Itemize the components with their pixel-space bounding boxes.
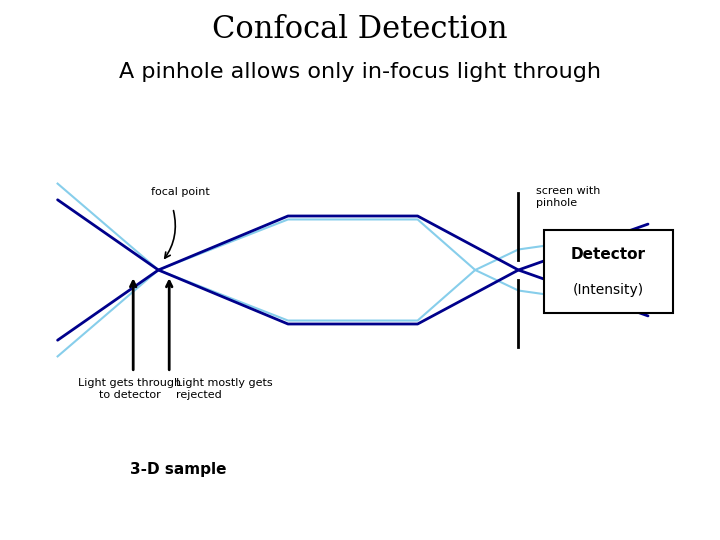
- Text: (Intensity): (Intensity): [573, 283, 644, 297]
- Text: A pinhole allows only in-focus light through: A pinhole allows only in-focus light thr…: [119, 62, 601, 82]
- Text: Detector: Detector: [571, 247, 646, 262]
- Text: screen with
pinhole: screen with pinhole: [536, 186, 600, 208]
- FancyBboxPatch shape: [544, 230, 673, 313]
- Text: Confocal Detection: Confocal Detection: [212, 14, 508, 44]
- Text: focal point: focal point: [151, 187, 210, 197]
- Text: Light mostly gets
rejected: Light mostly gets rejected: [176, 378, 273, 400]
- Text: Light gets through
to detector: Light gets through to detector: [78, 378, 181, 400]
- Text: 3-D sample: 3-D sample: [130, 462, 226, 477]
